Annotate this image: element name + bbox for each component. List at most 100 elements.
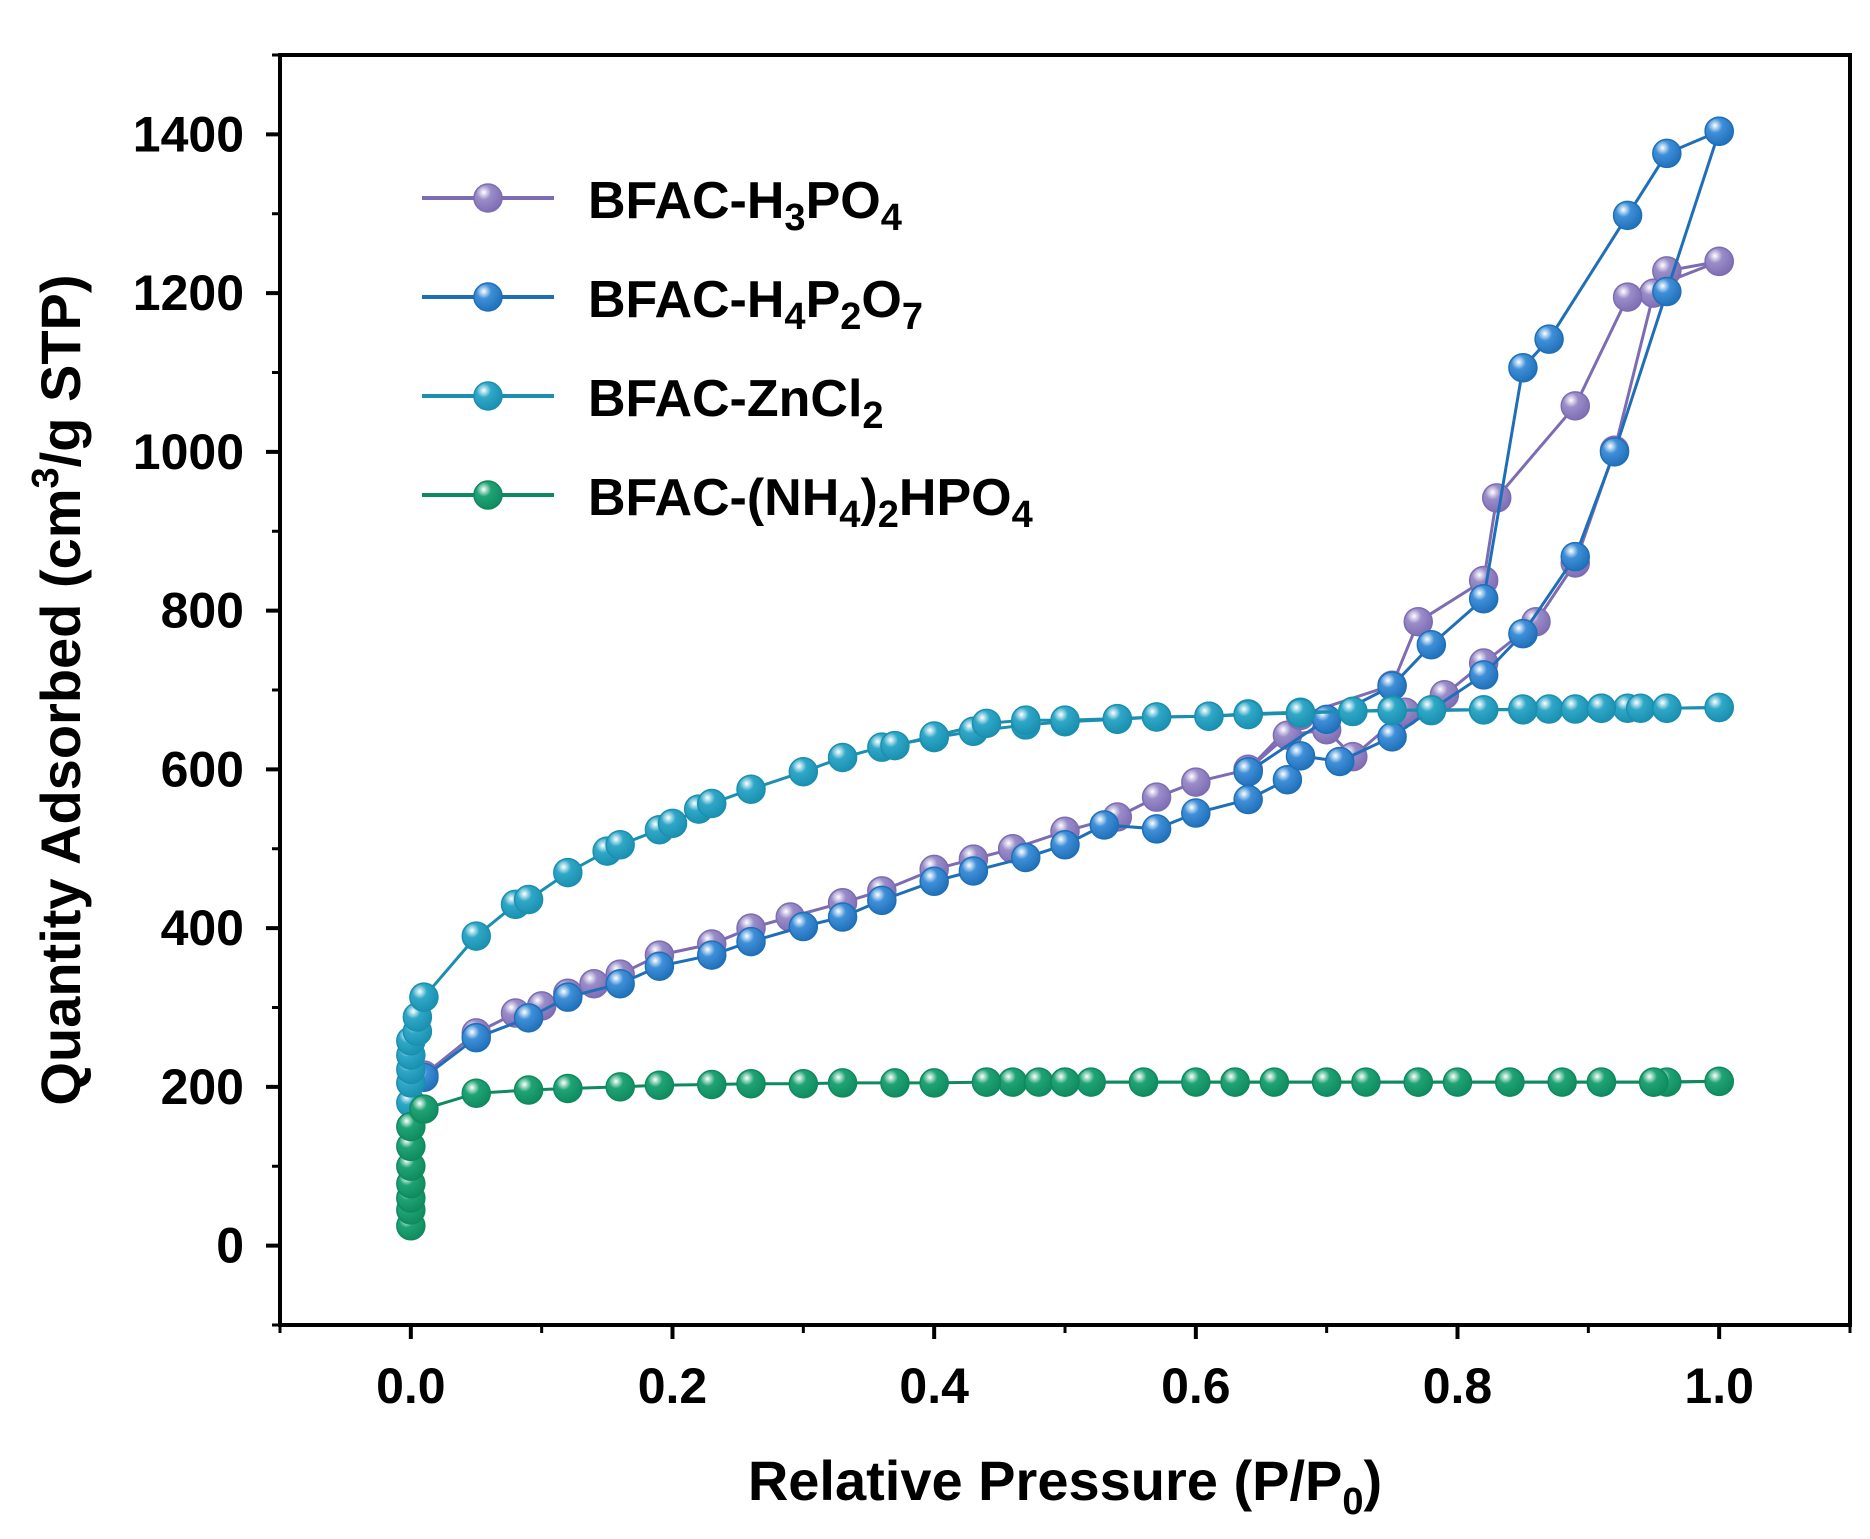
data-point (736, 1068, 766, 1099)
legend-marker (473, 381, 503, 411)
legend-marker (473, 480, 503, 510)
data-point (1586, 693, 1617, 724)
data-point (1325, 746, 1355, 777)
x-tick-label: 0.2 (638, 1358, 708, 1414)
data-point (1534, 694, 1564, 724)
axis-tick-labels: 0.0 0.2 0.4 0.6 0.8 1.0 0 200 400 600 800 1000 1200 1… (133, 106, 1754, 1414)
legend-label: BFAC-H4P2O7 (588, 271, 923, 338)
data-point (1442, 1067, 1473, 1097)
y-tick-label: 1400 (133, 106, 244, 162)
legend-label: BFAC-ZnCl2 (588, 370, 884, 437)
data-point (1141, 814, 1172, 844)
data-point (1508, 694, 1538, 724)
y-tick-label: 1000 (133, 424, 244, 480)
data-point (1089, 810, 1119, 840)
data-point (461, 1022, 491, 1053)
series-line-adsorption (409, 706, 1720, 1103)
data-point (1468, 660, 1499, 690)
legend-item: BFAC-(NH4)2HPO4 (422, 469, 1033, 536)
series-layer (396, 116, 1734, 1241)
data-point (1377, 695, 1407, 726)
data-point (1194, 701, 1224, 731)
legend-marker (473, 183, 503, 213)
y-tick-label: 600 (161, 741, 244, 797)
x-axis-title: Relative Pressure (P/P0) (748, 1449, 1382, 1523)
y-tick-label: 1200 (133, 265, 244, 321)
data-point (1050, 705, 1080, 735)
legend-label: BFAC-(NH4)2HPO4 (588, 469, 1033, 536)
data-point (1181, 767, 1211, 797)
data-point (1076, 1067, 1106, 1097)
data-point (1534, 324, 1564, 354)
data-point (1050, 1067, 1080, 1097)
data-point (1704, 1066, 1734, 1097)
data-point (1233, 784, 1263, 815)
data-point (553, 857, 583, 888)
data-point (605, 830, 635, 860)
y-axis-title: Quantity Adsorbed (cm3/g STP) (25, 274, 92, 1105)
data-point (1508, 618, 1538, 649)
data-point (1495, 1067, 1525, 1097)
data-point (605, 1072, 635, 1102)
data-point (461, 921, 491, 951)
data-point (1652, 138, 1682, 169)
data-point (1586, 1067, 1617, 1097)
data-point (827, 1068, 858, 1098)
data-point (1547, 1067, 1577, 1097)
data-point (788, 1068, 819, 1099)
x-tick-label: 0.8 (1423, 1358, 1493, 1414)
data-point (1704, 246, 1734, 277)
data-point (1704, 116, 1734, 146)
data-point (1233, 699, 1263, 730)
data-point (736, 774, 766, 804)
data-point (1416, 695, 1447, 725)
data-point (1468, 583, 1499, 614)
series-BFAC-(NH4)2HPO4 (396, 1066, 1734, 1241)
data-point (697, 788, 727, 819)
plot-frame (278, 53, 1852, 1327)
legend: BFAC-H3PO4 BFAC-H4P2O7 BFAC-ZnCl2 BFAC-(NH4… (422, 172, 1033, 536)
data-point (1468, 695, 1499, 725)
data-point (513, 1075, 544, 1105)
data-point (1377, 722, 1407, 752)
data-point (644, 951, 675, 981)
data-point (1351, 1067, 1381, 1097)
data-point (1652, 693, 1682, 724)
data-point (409, 1094, 439, 1124)
y-tick-label: 400 (161, 900, 244, 956)
data-point (997, 1067, 1028, 1097)
data-point (553, 1073, 583, 1104)
data-point (1011, 842, 1041, 873)
data-point (1024, 1067, 1054, 1097)
data-point (1181, 1067, 1211, 1097)
data-point (1652, 276, 1682, 307)
data-point (1259, 1067, 1290, 1097)
legend-item: BFAC-ZnCl2 (422, 370, 884, 437)
y-tick-label: 200 (161, 1059, 244, 1115)
legend-marker (473, 282, 503, 312)
data-point (1050, 830, 1080, 860)
data-point (919, 721, 949, 751)
data-point (657, 808, 688, 839)
series-BFAC-H4P2O7 (409, 116, 1734, 1093)
data-point (461, 1078, 491, 1108)
data-point (1639, 1067, 1669, 1097)
data-point (697, 1069, 727, 1100)
legend-item: BFAC-H4P2O7 (422, 271, 923, 338)
data-point (1233, 757, 1263, 787)
data-point (788, 911, 819, 942)
data-point (513, 1003, 544, 1033)
series-line-desorption (1247, 260, 1720, 771)
x-tick-label: 0.4 (899, 1358, 969, 1414)
data-point (644, 1070, 675, 1101)
data-point (1482, 483, 1512, 513)
data-point (1625, 693, 1656, 724)
data-point (1403, 606, 1433, 637)
data-point (1338, 696, 1368, 727)
data-point (553, 982, 583, 1012)
data-point (1403, 1067, 1433, 1097)
data-point (880, 730, 910, 761)
data-point (919, 1068, 949, 1098)
y-tick-label: 800 (161, 583, 244, 639)
